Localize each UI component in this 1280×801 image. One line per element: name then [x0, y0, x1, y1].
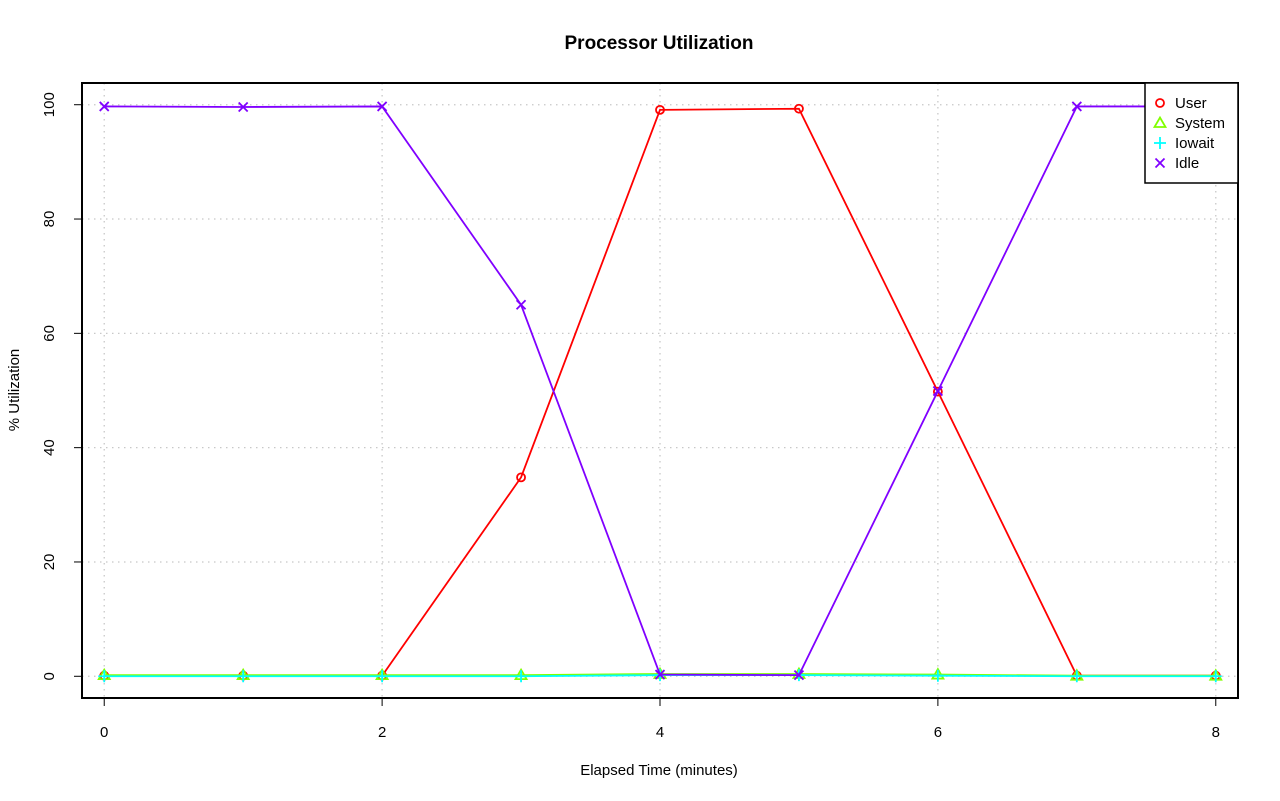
series-idle [99, 101, 1221, 681]
data-point-user [655, 104, 665, 115]
series-line-user [104, 107, 1216, 677]
data-point-idle [1071, 101, 1082, 112]
data-point-iowait [1209, 670, 1222, 683]
y-tick-label: 20 [41, 554, 58, 571]
data-point-idle [515, 299, 527, 310]
data-point-idle [99, 101, 110, 112]
grid [82, 83, 1238, 698]
data-point-user [932, 386, 943, 397]
data-point-iowait [1070, 670, 1083, 683]
data-point-idle [793, 670, 805, 681]
chart-title: Processor Utilization [565, 33, 754, 54]
data-point-iowait [376, 670, 389, 683]
y-tick-label: 80 [41, 211, 58, 228]
series-layer [97, 101, 1223, 683]
y-tick-label: 100 [41, 92, 58, 117]
data-point-user [516, 472, 526, 483]
legend-marker-idle [1154, 157, 1166, 169]
data-point-user [794, 103, 804, 114]
data-point-idle [376, 101, 388, 112]
x-tick-label: 8 [1212, 724, 1220, 741]
data-point-iowait [515, 670, 528, 683]
legend-marker-user [1155, 98, 1165, 108]
data-point-idle [238, 101, 249, 113]
x-axis: 0 2 4 6 8 [100, 697, 1220, 741]
x-tick-label: 0 [100, 724, 108, 741]
x-tick-label: 2 [378, 724, 386, 741]
x-tick-label: 6 [934, 724, 942, 741]
legend: User System Iowait Idle [1144, 82, 1239, 184]
y-axis-label: % Utilization [6, 349, 23, 432]
y-axis: 0 20 40 60 80 100 [41, 92, 83, 680]
legend-marker-iowait [1154, 137, 1166, 149]
y-tick-label: 60 [41, 325, 58, 342]
y-tick-label: 0 [41, 672, 58, 680]
legend-label-idle: Idle [1175, 155, 1199, 172]
legend-label-user: User [1175, 95, 1207, 112]
data-point-iowait [237, 670, 250, 683]
y-tick-label: 40 [41, 439, 58, 456]
legend-label-system: System [1175, 115, 1225, 132]
legend-marker-system [1152, 115, 1168, 128]
data-point-idle [932, 385, 944, 397]
data-point-iowait [98, 670, 111, 683]
data-point-idle [654, 669, 666, 680]
x-axis-label: Elapsed Time (minutes) [580, 762, 738, 779]
legend-label-iowait: Iowait [1175, 135, 1215, 152]
x-tick-label: 4 [656, 724, 664, 741]
data-point-iowait [931, 669, 944, 682]
